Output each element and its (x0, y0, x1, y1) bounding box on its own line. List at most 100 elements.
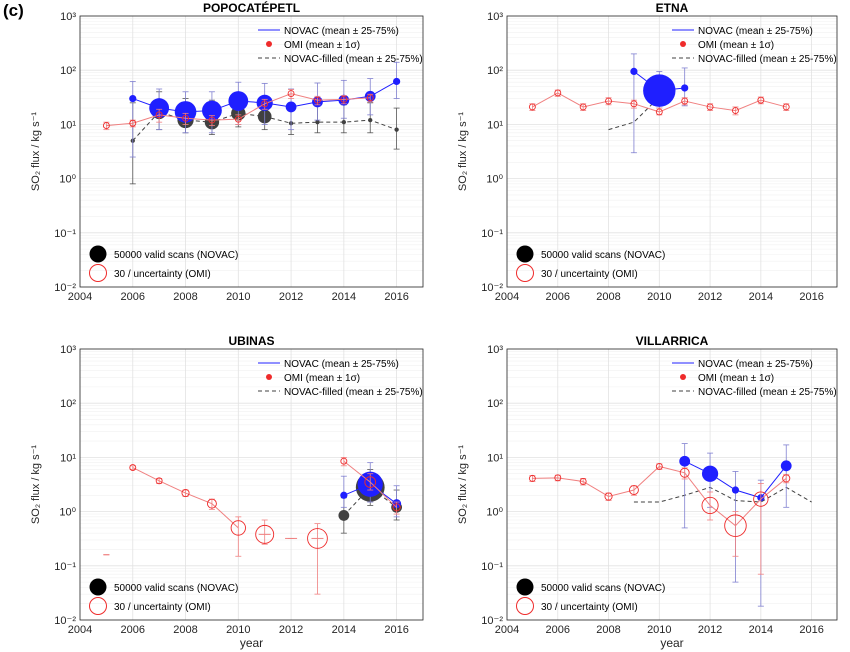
novac-marker (202, 100, 222, 121)
x-tick-label: 2012 (279, 291, 303, 303)
novac-marker (643, 74, 676, 107)
y-axis-label: SO₂ flux / kg s⁻¹ (457, 445, 469, 524)
x-tick-label: 2008 (596, 624, 620, 636)
legend-entry: NOVAC-filled (mean ± 25-75%) (698, 54, 837, 65)
y-tick-label: 10¹ (487, 119, 503, 131)
y-tick-label: 10³ (60, 344, 76, 356)
x-tick-label: 2006 (121, 624, 145, 636)
omi-marker (782, 103, 790, 111)
y-axis-label: SO₂ flux / kg s⁻¹ (457, 112, 469, 191)
omi-marker (528, 103, 536, 111)
novac-marker (731, 486, 740, 494)
plot-frame (506, 348, 838, 621)
x-tick-label: 2014 (332, 624, 356, 636)
y-tick-label: 10⁰ (486, 507, 503, 519)
omi-marker (630, 100, 638, 108)
legend-omi-size-swatch (516, 264, 534, 282)
novac-marker (630, 67, 638, 76)
chart-panel-3: 2004 2006 2008 2010 2012 2014 2016 10⁻² 10⁻¹ 10⁰ 1… (30, 334, 424, 650)
omi-marker (706, 103, 714, 111)
omi-marker (604, 492, 613, 501)
plot-frame (79, 348, 424, 621)
legend-omi-size-swatch (89, 597, 107, 615)
y-tick-label: 10¹ (60, 119, 76, 131)
legend-novac-size-swatch (89, 578, 107, 596)
chart-title: ETNA (656, 1, 689, 15)
omi-marker (208, 116, 216, 124)
y-tick-label: 10⁰ (59, 174, 76, 186)
y-tick-label: 10¹ (487, 452, 503, 464)
chart-title: UBINAS (228, 334, 274, 348)
legend-top: NOVAC (mean ± 25-75%) OMI (mean ± 1σ) NOVA… (258, 359, 423, 398)
legend-omi-size-swatch (89, 264, 107, 282)
omi-marker (679, 467, 690, 478)
figure-panel-label: (c) (3, 1, 24, 20)
y-tick-label: 10⁻² (481, 615, 503, 627)
y-axis-label: SO₂ flux / kg s⁻¹ (30, 112, 42, 191)
x-tick-label: 2010 (647, 624, 671, 636)
filled-marker (315, 119, 320, 125)
novac-marker (340, 491, 348, 499)
novac-marker (679, 455, 691, 467)
plot-frame (79, 15, 424, 288)
novac-marker (228, 91, 249, 111)
omi-marker (732, 107, 739, 115)
legend-entry: 50000 valid scans (NOVAC) (114, 250, 238, 261)
chart-title: VILLARRICA (636, 334, 709, 348)
omi-marker (554, 89, 562, 97)
legend-top: NOVAC (mean ± 25-75%) OMI (mean ± 1σ) NOVA… (672, 26, 837, 65)
x-tick-label: 2006 (121, 291, 145, 303)
omi-marker (307, 528, 328, 549)
x-tick-label: 2010 (226, 624, 250, 636)
omi-marker (129, 119, 137, 127)
x-tick-label: 2006 (546, 291, 570, 303)
x-tick-label: 2016 (799, 291, 823, 303)
omi-marker (392, 503, 401, 512)
legend-novac-size-swatch (516, 245, 534, 263)
legend-entry: 30 / uncertainty (OMI) (114, 602, 211, 613)
y-tick-label: 10² (60, 65, 76, 77)
x-tick-label: 2016 (799, 624, 823, 636)
filled-marker (341, 119, 347, 125)
y-tick-label: 10⁻² (54, 282, 76, 294)
legend-entry: NOVAC-filled (mean ± 25-75%) (284, 387, 423, 398)
omi-marker (366, 94, 374, 102)
legend-entry: 30 / uncertainty (OMI) (541, 602, 638, 613)
omi-marker (314, 96, 321, 104)
x-tick-label: 2014 (749, 291, 773, 303)
x-tick-label: 2008 (173, 624, 197, 636)
x-tick-label: 2004 (68, 291, 92, 303)
y-tick-label: 10⁻² (54, 615, 76, 627)
omi-marker (628, 485, 639, 495)
legend-entry: OMI (mean ± 1σ) (284, 40, 360, 51)
y-tick-label: 10² (60, 398, 76, 410)
legend-entry: 30 / uncertainty (OMI) (541, 269, 638, 280)
y-tick-label: 10⁻¹ (54, 561, 76, 573)
legend-bottom: 50000 valid scans (NOVAC) 30 / uncertaint… (89, 578, 238, 615)
omi-marker (364, 476, 377, 488)
novac-marker (681, 84, 689, 92)
y-tick-label: 10⁻² (481, 282, 503, 294)
x-tick-label: 2008 (596, 291, 620, 303)
legend-entry: 50000 valid scans (NOVAC) (114, 583, 238, 594)
legend-entry: 50000 valid scans (NOVAC) (541, 250, 665, 261)
x-tick-label: 2004 (68, 624, 92, 636)
omi-marker (605, 97, 612, 105)
filled-marker (338, 510, 350, 521)
x-tick-label: 2006 (546, 624, 570, 636)
y-tick-label: 10⁰ (59, 507, 76, 519)
filled-series-line (608, 96, 660, 131)
x-tick-label: 2016 (384, 624, 408, 636)
omi-marker (753, 491, 769, 507)
novac-marker (129, 94, 137, 103)
chart-title: POPOCATÉPETL (203, 0, 300, 15)
novac-marker (285, 101, 297, 113)
novac-marker (780, 460, 792, 472)
omi-marker (340, 457, 348, 465)
y-tick-label: 10⁻¹ (481, 561, 503, 573)
chart-panel-2: 2004 2006 2008 2010 2012 2014 2016 10⁻² 10⁻¹ 10⁰ 1… (457, 1, 838, 303)
x-tick-label: 2014 (749, 624, 773, 636)
x-tick-label: 2008 (173, 291, 197, 303)
novac-marker (393, 77, 401, 86)
y-tick-label: 10¹ (60, 452, 76, 464)
